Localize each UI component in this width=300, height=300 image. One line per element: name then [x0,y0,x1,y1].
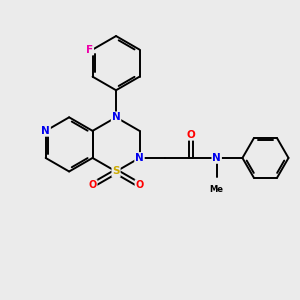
Text: N: N [112,112,120,122]
Text: N: N [41,126,50,136]
Text: N: N [212,153,221,163]
Text: S: S [112,167,120,176]
Text: N: N [135,153,144,163]
Text: Me: Me [210,184,224,194]
Text: O: O [88,180,97,190]
Text: O: O [135,180,144,190]
Text: O: O [187,130,195,140]
Text: F: F [86,45,93,55]
